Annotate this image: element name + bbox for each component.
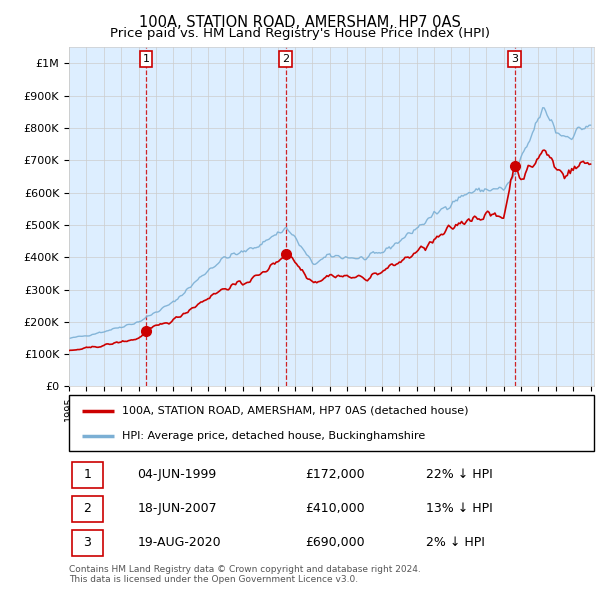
Text: 13% ↓ HPI: 13% ↓ HPI — [426, 502, 493, 516]
Text: 19-AUG-2020: 19-AUG-2020 — [137, 536, 221, 549]
Text: 2% ↓ HPI: 2% ↓ HPI — [426, 536, 485, 549]
FancyBboxPatch shape — [71, 496, 103, 522]
Text: 3: 3 — [511, 54, 518, 64]
Text: 1: 1 — [83, 468, 91, 481]
Text: 18-JUN-2007: 18-JUN-2007 — [137, 502, 217, 516]
Text: 22% ↓ HPI: 22% ↓ HPI — [426, 468, 493, 481]
Text: £690,000: £690,000 — [305, 536, 365, 549]
Text: 1: 1 — [143, 54, 149, 64]
Text: 100A, STATION ROAD, AMERSHAM, HP7 0AS (detached house): 100A, STATION ROAD, AMERSHAM, HP7 0AS (d… — [121, 406, 468, 416]
Text: Contains HM Land Registry data © Crown copyright and database right 2024.
This d: Contains HM Land Registry data © Crown c… — [69, 565, 421, 584]
Text: 3: 3 — [83, 536, 91, 549]
FancyBboxPatch shape — [69, 395, 594, 451]
Text: Price paid vs. HM Land Registry's House Price Index (HPI): Price paid vs. HM Land Registry's House … — [110, 27, 490, 40]
FancyBboxPatch shape — [71, 462, 103, 488]
Text: 2: 2 — [83, 502, 91, 516]
Text: £172,000: £172,000 — [305, 468, 365, 481]
FancyBboxPatch shape — [71, 530, 103, 556]
Text: 100A, STATION ROAD, AMERSHAM, HP7 0AS: 100A, STATION ROAD, AMERSHAM, HP7 0AS — [139, 15, 461, 30]
Text: £410,000: £410,000 — [305, 502, 365, 516]
Text: HPI: Average price, detached house, Buckinghamshire: HPI: Average price, detached house, Buck… — [121, 431, 425, 441]
Text: 04-JUN-1999: 04-JUN-1999 — [137, 468, 217, 481]
Text: 2: 2 — [282, 54, 289, 64]
